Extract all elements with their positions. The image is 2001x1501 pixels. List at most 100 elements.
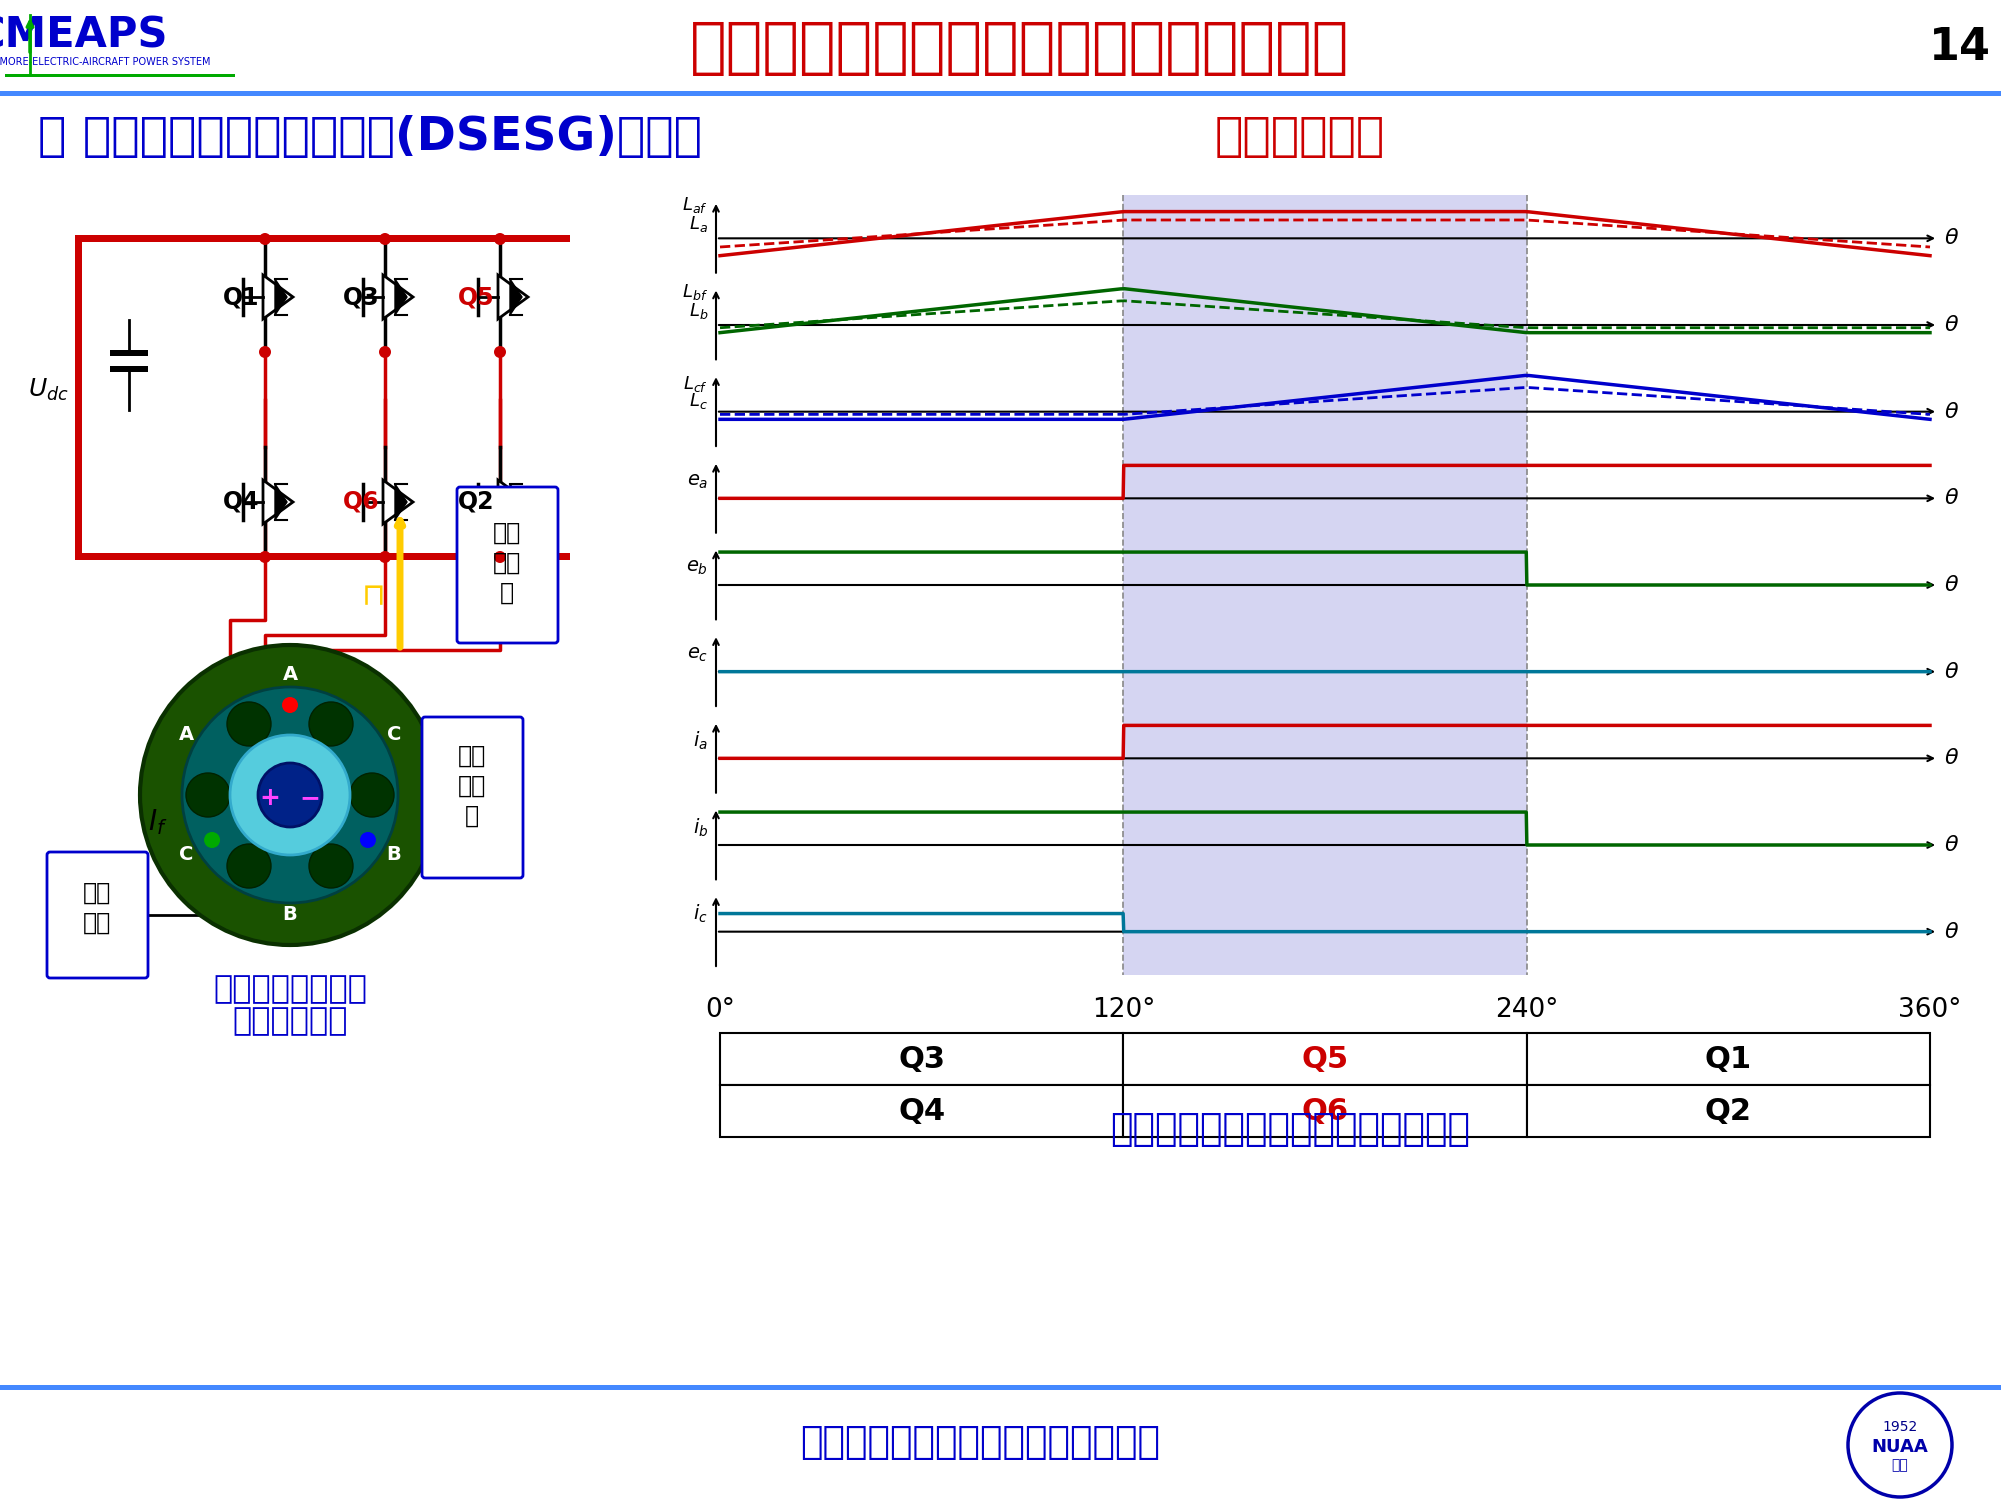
Text: $\theta$: $\theta$: [1945, 835, 1959, 856]
Text: Q4: Q4: [898, 1097, 944, 1126]
Circle shape: [258, 347, 270, 359]
Polygon shape: [262, 275, 292, 320]
Text: Q2: Q2: [458, 489, 494, 513]
Text: +: +: [260, 787, 280, 811]
FancyBboxPatch shape: [422, 717, 522, 878]
Bar: [720, 1085, 1123, 1136]
FancyBboxPatch shape: [46, 853, 148, 979]
Circle shape: [186, 773, 230, 817]
Text: 120°: 120°: [1093, 997, 1155, 1024]
Text: Q5: Q5: [1301, 1045, 1349, 1073]
Text: 电动运行原理: 电动运行原理: [232, 1007, 348, 1037]
Text: $\theta$: $\theta$: [1945, 402, 1959, 422]
Text: Q1: Q1: [1705, 1045, 1753, 1073]
Text: 电源: 电源: [82, 911, 112, 935]
Circle shape: [258, 233, 270, 245]
Circle shape: [494, 233, 506, 245]
Text: $L_a$: $L_a$: [688, 215, 708, 234]
Circle shape: [226, 844, 270, 889]
Bar: [1123, 714, 1527, 802]
Text: $i_a$: $i_a$: [692, 729, 708, 752]
Circle shape: [494, 551, 506, 563]
Polygon shape: [498, 480, 528, 524]
Text: $I_f$: $I_f$: [148, 808, 168, 836]
Text: 起动控制方法: 起动控制方法: [1215, 116, 1385, 161]
Circle shape: [1849, 1393, 1953, 1496]
Circle shape: [258, 763, 322, 827]
Text: 1952: 1952: [1883, 1420, 1917, 1433]
Bar: [1123, 889, 1527, 976]
Text: Q1: Q1: [222, 285, 260, 309]
Text: 器: 器: [500, 581, 514, 605]
Circle shape: [282, 696, 298, 713]
Bar: [1123, 802, 1527, 889]
Bar: [74, 236, 220, 242]
Text: −: −: [300, 787, 320, 811]
Text: 14: 14: [1929, 27, 1991, 69]
Bar: [1123, 542, 1527, 629]
Bar: [1123, 282, 1527, 368]
Text: $L_{bf}$: $L_{bf}$: [682, 282, 708, 302]
Text: $e_a$: $e_a$: [686, 471, 708, 491]
Text: $L_b$: $L_b$: [688, 302, 708, 321]
Text: CENTER FOR MORE-ELECTRIC-AIRCRAFT POWER SYSTEM: CENTER FOR MORE-ELECTRIC-AIRCRAFT POWER …: [0, 57, 210, 68]
Text: $i_b$: $i_b$: [692, 817, 708, 839]
Text: $\theta$: $\theta$: [1945, 922, 1959, 941]
Text: 基于双向电机控制器的高压直流发电系统: 基于双向电机控制器的高压直流发电系统: [690, 18, 1349, 78]
Text: 起动: 起动: [492, 521, 520, 545]
Text: 360°: 360°: [1899, 997, 1961, 1024]
Text: $L_c$: $L_c$: [688, 392, 708, 411]
Polygon shape: [498, 275, 528, 320]
Polygon shape: [382, 480, 412, 524]
Text: A: A: [178, 725, 194, 744]
Text: 240°: 240°: [1495, 997, 1559, 1024]
Circle shape: [226, 702, 270, 746]
Text: Q3: Q3: [342, 285, 380, 309]
Bar: [0, 1385, 2001, 1390]
Text: $\theta$: $\theta$: [1945, 488, 1959, 509]
Bar: [1123, 1033, 1527, 1085]
Text: $L_{cf}$: $L_{cf}$: [682, 374, 708, 393]
Text: 传感: 传感: [458, 775, 486, 799]
Polygon shape: [382, 275, 412, 320]
Text: $\theta$: $\theta$: [1945, 575, 1959, 594]
Circle shape: [308, 844, 352, 889]
Circle shape: [308, 702, 352, 746]
Polygon shape: [262, 480, 292, 524]
Circle shape: [258, 551, 270, 563]
Text: 三相三状态（标准角控制）工作波形: 三相三状态（标准角控制）工作波形: [1111, 1112, 1471, 1148]
Text: Q4: Q4: [222, 489, 260, 513]
Bar: [1123, 629, 1527, 714]
Text: $i_c$: $i_c$: [692, 904, 708, 926]
Circle shape: [182, 687, 398, 904]
Text: B: B: [386, 845, 402, 865]
FancyBboxPatch shape: [456, 486, 558, 642]
Bar: [4, 74, 234, 77]
Bar: [0, 0, 2001, 93]
Text: $\theta$: $\theta$: [1945, 662, 1959, 681]
Polygon shape: [510, 279, 522, 315]
Text: $\theta$: $\theta$: [1945, 315, 1959, 335]
Text: A: A: [282, 665, 298, 684]
Bar: [1123, 368, 1527, 455]
Text: Q2: Q2: [1705, 1097, 1751, 1126]
Text: Q6: Q6: [342, 489, 380, 513]
Text: Q5: Q5: [458, 285, 494, 309]
Bar: [214, 236, 570, 242]
Polygon shape: [394, 483, 406, 519]
Text: C: C: [178, 845, 194, 865]
Text: NUAA: NUAA: [1871, 1438, 1929, 1456]
Polygon shape: [510, 483, 522, 519]
Polygon shape: [394, 279, 406, 315]
Circle shape: [378, 347, 390, 359]
Bar: [1123, 455, 1527, 542]
Bar: [110, 366, 148, 372]
Text: $\theta$: $\theta$: [1945, 749, 1959, 769]
Text: 电励磁双凸极电机: 电励磁双凸极电机: [212, 974, 366, 1006]
Text: 器: 器: [464, 805, 478, 829]
Text: Q6: Q6: [1301, 1097, 1349, 1126]
Bar: [1527, 1033, 1931, 1085]
Text: B: B: [282, 905, 298, 925]
Bar: [74, 552, 220, 560]
Circle shape: [378, 233, 390, 245]
